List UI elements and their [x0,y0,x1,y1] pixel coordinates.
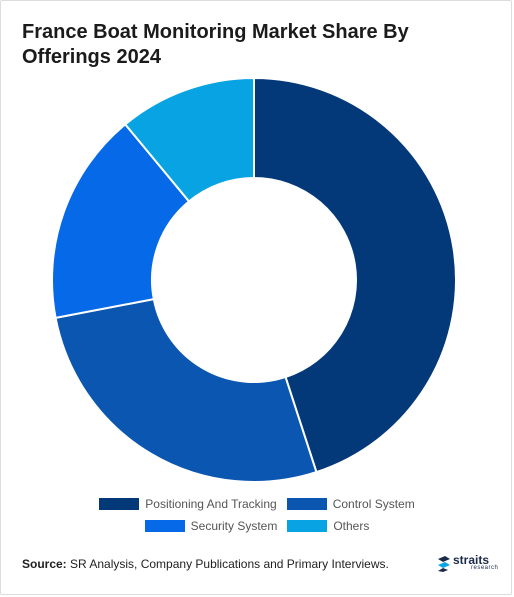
source-text: SR Analysis, Company Publications and Pr… [66,557,389,571]
donut-slice-positioning [253,76,457,474]
legend-label-positioning: Positioning And Tracking [145,497,277,511]
straits-logo-icon [438,556,450,572]
logo-subtext: research [471,565,499,571]
legend-swatch-security [144,520,185,532]
chart-title: France Boat Monitoring Market Share By O… [22,21,409,68]
legend-label-others: Others [333,519,370,533]
legend-item-security: Security System [144,519,278,533]
donut-slice-control [54,297,318,483]
donut-chart [51,76,457,483]
legend-item-control: Control System [286,497,415,511]
legend-item-positioning: Positioning And Tracking [99,497,277,511]
donut-slice-security [51,122,191,320]
legend-row-2: Security System Others [0,515,514,537]
legend-item-others: Others [287,519,369,533]
straits-research-logo: straits research [437,553,499,577]
legend-row-1: Positioning And Tracking Control System [0,493,514,515]
donut-slice-others [123,76,255,203]
legend-label-control: Control System [332,497,415,511]
chart-legend: Positioning And Tracking Control System … [0,493,514,537]
legend-swatch-others [287,520,328,532]
source-label: Source: [22,557,67,571]
source-note: Source: SR Analysis, Company Publication… [22,557,389,571]
legend-swatch-positioning [99,498,140,510]
legend-swatch-control [286,498,327,510]
legend-label-security: Security System [190,519,278,533]
logo-wordmark: straits [453,553,490,567]
